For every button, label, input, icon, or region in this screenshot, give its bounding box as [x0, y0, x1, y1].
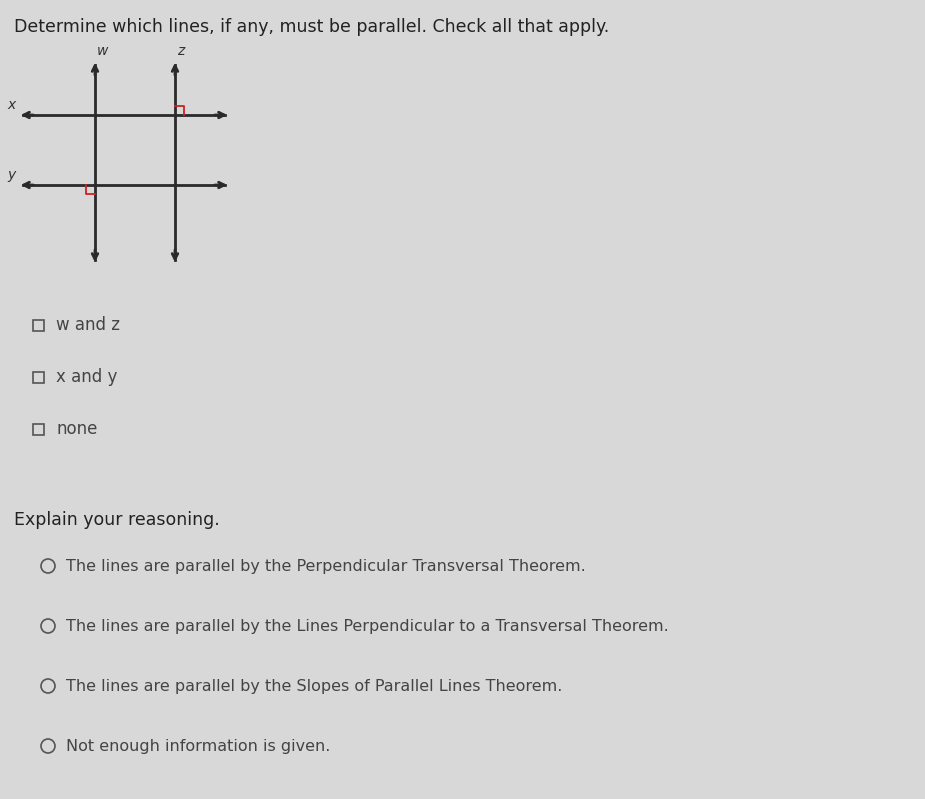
- Text: y: y: [7, 168, 16, 182]
- Text: x: x: [7, 98, 16, 112]
- Text: z: z: [177, 44, 184, 58]
- Bar: [32, 320, 43, 331]
- Text: w: w: [97, 44, 108, 58]
- Bar: [32, 423, 43, 435]
- Text: w and z: w and z: [56, 316, 120, 334]
- Text: Determine which lines, if any, must be parallel. Check all that apply.: Determine which lines, if any, must be p…: [14, 18, 610, 36]
- Text: x and y: x and y: [56, 368, 117, 386]
- Text: The lines are parallel by the Lines Perpendicular to a Transversal Theorem.: The lines are parallel by the Lines Perp…: [66, 618, 669, 634]
- Text: Explain your reasoning.: Explain your reasoning.: [14, 511, 220, 529]
- Bar: [32, 372, 43, 383]
- Text: none: none: [56, 420, 97, 438]
- Text: Not enough information is given.: Not enough information is given.: [66, 738, 330, 753]
- Text: The lines are parallel by the Slopes of Parallel Lines Theorem.: The lines are parallel by the Slopes of …: [66, 678, 562, 694]
- Text: The lines are parallel by the Perpendicular Transversal Theorem.: The lines are parallel by the Perpendicu…: [66, 559, 586, 574]
